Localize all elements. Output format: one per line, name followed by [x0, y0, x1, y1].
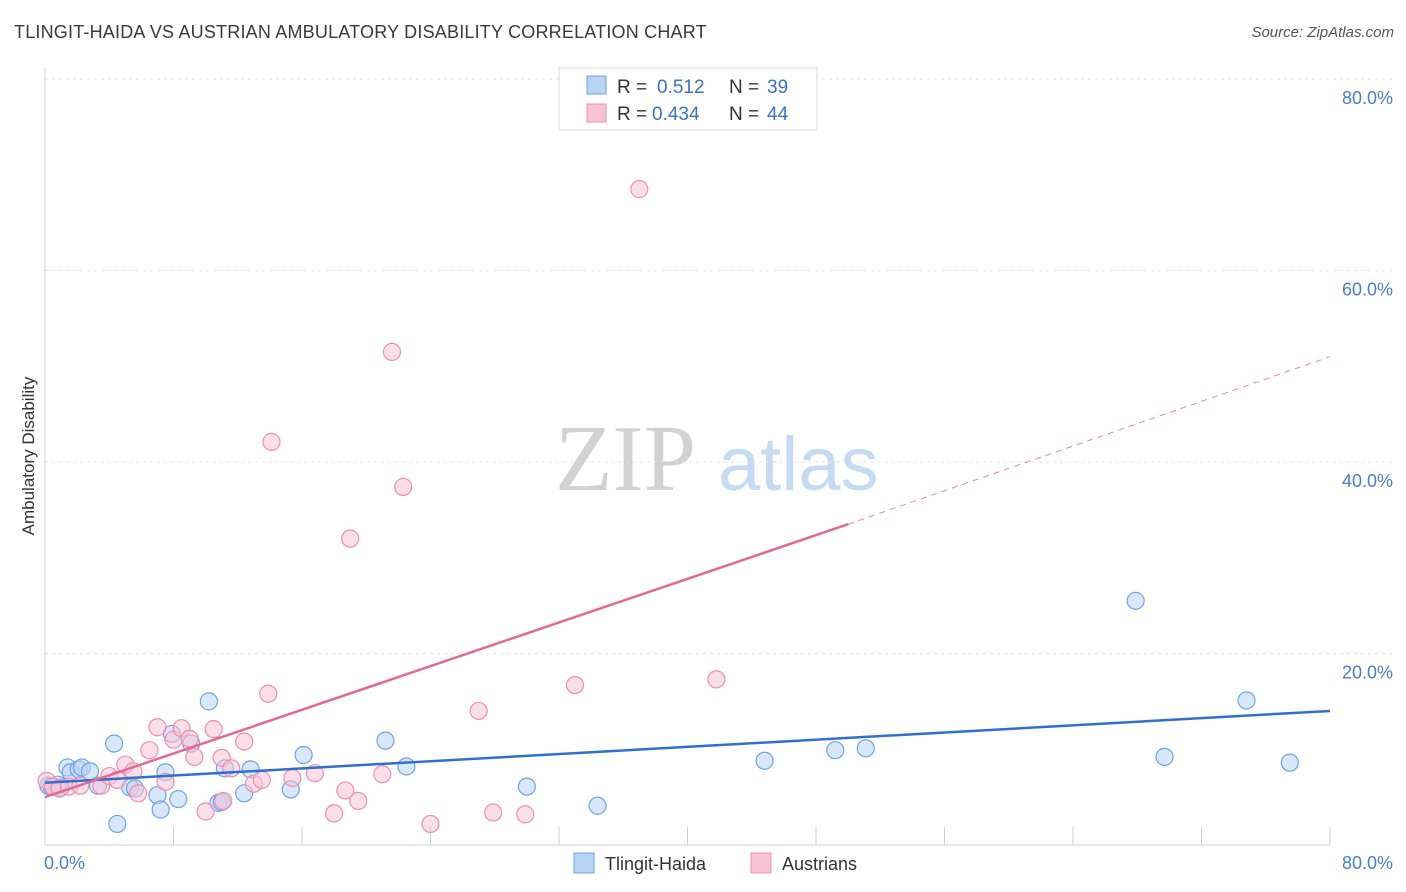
bottom-legend-swatch-tlingit-haida: [573, 852, 595, 874]
bottom-legend-swatch-austrians: [750, 852, 772, 874]
chart-title: TLINGIT-HAIDA VS AUSTRIAN AMBULATORY DIS…: [14, 22, 707, 42]
y-tick-label: 80.0%: [1342, 88, 1393, 108]
point-austrians: [185, 747, 204, 767]
point-tlingit-haida: [199, 692, 218, 711]
point-austrians: [421, 814, 440, 834]
y-tick-label: 40.0%: [1342, 471, 1393, 491]
point-austrians: [382, 342, 402, 361]
point-tlingit-haida: [856, 739, 875, 758]
x-tick-label: 80.0%: [1342, 853, 1393, 873]
point-austrians: [196, 802, 215, 821]
point-tlingit-haida: [588, 796, 607, 815]
point-tlingit-haida: [517, 777, 536, 796]
point-austrians: [373, 765, 392, 784]
x-tick-labels: 0.0% 80.0%: [44, 853, 1393, 873]
point-tlingit-haida: [1126, 591, 1145, 610]
legend-swatch-austrians: [586, 103, 607, 123]
legend-n-label-tlingit-haida: N =: [729, 77, 759, 98]
legend-r-value-tlingit-haida: 0.512: [657, 77, 705, 98]
point-austrians: [707, 670, 726, 689]
point-tlingit-haida: [294, 745, 313, 765]
point-austrians: [349, 791, 368, 811]
top-legend: R = 0.512 N = 39 R = 0.434 N = 44: [558, 67, 818, 131]
point-tlingit-haida: [397, 757, 416, 776]
y-axis-label: Ambulatory Disability: [19, 376, 38, 535]
axes: [44, 68, 1331, 846]
legend-r-label-tlingit-haida: R =: [617, 77, 647, 98]
point-austrians: [252, 770, 271, 789]
point-austrians: [469, 701, 488, 721]
legend-n-value-austrians: 44: [767, 104, 789, 125]
trend-line-austrians: [44, 523, 849, 799]
point-austrians: [325, 804, 344, 823]
bottom-legend-label-austrians: Austrians: [782, 854, 857, 874]
legend-r-value-austrians: 0.434: [652, 104, 700, 125]
point-austrians: [283, 768, 302, 788]
point-austrians: [222, 759, 241, 778]
legend-r-label-austrians: R =: [617, 104, 647, 125]
watermark-atlas: atlas: [718, 422, 879, 507]
chart-source: Source: ZipAtlas.com: [1251, 24, 1394, 41]
point-tlingit-haida: [1280, 753, 1299, 772]
point-austrians: [235, 732, 254, 751]
x-tick-label: 0.0%: [44, 853, 85, 873]
y-tick-labels: 20.0% 40.0% 60.0% 80.0%: [1342, 88, 1393, 683]
point-austrians: [484, 803, 503, 822]
trend-line-tlingit-haida: [44, 709, 1331, 785]
point-austrians: [214, 791, 233, 811]
trend-line-austrians-extension: [847, 356, 1331, 525]
point-tlingit-haida: [376, 731, 395, 750]
point-tlingit-haida: [1237, 691, 1256, 710]
point-austrians: [140, 741, 159, 760]
point-austrians: [516, 805, 535, 824]
point-austrians: [262, 432, 281, 451]
point-austrians: [129, 784, 148, 803]
point-austrians: [394, 477, 413, 496]
point-tlingit-haida: [108, 814, 127, 834]
point-austrians: [204, 720, 223, 739]
point-austrians: [156, 772, 175, 791]
point-tlingit-haida: [755, 751, 774, 770]
point-austrians: [341, 529, 360, 548]
point-austrians: [565, 675, 585, 695]
y-tick-label: 20.0%: [1342, 663, 1393, 683]
y-tick-label: 60.0%: [1342, 280, 1393, 300]
legend-n-label-austrians: N =: [729, 104, 759, 125]
point-austrians: [336, 781, 355, 800]
point-austrians: [259, 684, 278, 703]
trend-lines: [44, 356, 1331, 799]
point-tlingit-haida: [1155, 747, 1174, 767]
point-tlingit-haida: [826, 741, 845, 760]
point-tlingit-haida: [151, 800, 170, 819]
bottom-legend: Tlingit-Haida Austrians: [573, 852, 857, 874]
point-austrians: [148, 718, 167, 737]
watermark-zip: ZIP: [555, 407, 696, 511]
bottom-legend-label-tlingit-haida: Tlingit-Haida: [605, 854, 707, 874]
legend-swatch-tlingit-haida: [586, 75, 607, 95]
point-tlingit-haida: [104, 734, 124, 753]
point-austrians: [630, 180, 649, 199]
legend-n-value-tlingit-haida: 39: [767, 77, 788, 98]
point-tlingit-haida: [169, 789, 188, 809]
